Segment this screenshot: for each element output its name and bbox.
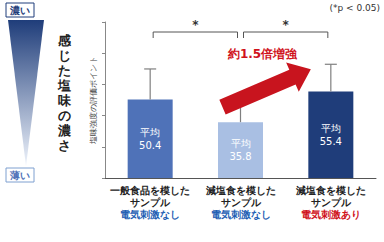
svg-text:減塩食を模した: 減塩食を模した	[205, 185, 276, 196]
svg-text:平均: 平均	[321, 123, 341, 134]
svg-text:電気刺激あり: 電気刺激あり	[301, 209, 361, 220]
svg-text:サンプル: サンプル	[221, 197, 262, 208]
svg-text:電気刺激なし: 電気刺激なし	[211, 209, 271, 221]
svg-text:サンプル: サンプル	[311, 197, 352, 208]
svg-text:55.4: 55.4	[320, 136, 342, 147]
svg-text:塩: 塩	[57, 78, 71, 93]
svg-text:さ: さ	[58, 138, 71, 153]
svg-text:た: た	[58, 63, 71, 78]
svg-text:感: 感	[57, 33, 72, 48]
svg-text:*: *	[192, 18, 199, 32]
svg-text:薄い: 薄い	[9, 170, 30, 181]
svg-text:平均: 平均	[140, 127, 160, 138]
svg-text:平均: 平均	[231, 138, 251, 149]
svg-text:(*p < 0.05): (*p < 0.05)	[329, 3, 380, 13]
svg-text:電気刺激なし: 電気刺激なし	[120, 209, 180, 221]
svg-text:じ: じ	[58, 48, 71, 63]
svg-text:50.4: 50.4	[139, 140, 161, 151]
svg-text:味: 味	[58, 93, 72, 108]
svg-text:35.8: 35.8	[229, 151, 251, 162]
svg-text:減塩食を模した: 減塩食を模した	[295, 185, 366, 196]
svg-text:塩味強度の評価ポイント: 塩味強度の評価ポイント	[89, 56, 98, 145]
svg-text:約1.5倍増強: 約1.5倍増強	[227, 47, 298, 61]
svg-text:濃い: 濃い	[9, 5, 30, 16]
svg-text:一般食品を模した: 一般食品を模した	[110, 185, 190, 196]
svg-text:濃: 濃	[57, 123, 71, 138]
svg-text:の: の	[58, 108, 71, 123]
svg-text:*: *	[283, 18, 290, 32]
svg-text:サンプル: サンプル	[130, 197, 171, 208]
